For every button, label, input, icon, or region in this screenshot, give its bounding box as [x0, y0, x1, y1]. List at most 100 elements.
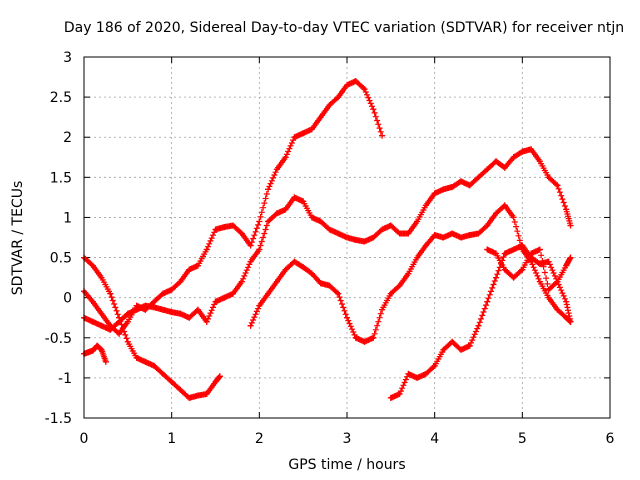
- data-point: [536, 278, 543, 285]
- data-point: [352, 78, 359, 85]
- data-point: [449, 183, 456, 190]
- data-point: [344, 82, 350, 89]
- data-point: [528, 146, 535, 153]
- data-point: [107, 290, 114, 297]
- data-point: [282, 266, 289, 273]
- data-point: [493, 274, 500, 281]
- y-tick-label: -1: [58, 371, 72, 387]
- ticks-layer: 0 1 2 3 4 5 6 -1.5 -1 -0.5 0 0.5 1 1.5 2 2.5 3: [45, 50, 615, 447]
- data-point: [216, 373, 223, 380]
- data-point: [484, 246, 491, 253]
- series-layer: [81, 78, 574, 401]
- y-tick-label: 2.5: [50, 90, 72, 106]
- data-point: [98, 310, 105, 317]
- data-point: [422, 202, 429, 209]
- data-point: [212, 378, 219, 385]
- data-point: [396, 230, 403, 237]
- data-point: [151, 304, 158, 311]
- data-point: [124, 338, 131, 345]
- data-point: [344, 234, 350, 241]
- data-point: [379, 226, 386, 233]
- x-tick-label: 3: [343, 431, 352, 447]
- data-point: [457, 346, 464, 353]
- data-point: [536, 246, 543, 253]
- series-track-7: [81, 342, 109, 365]
- series-track-6: [484, 246, 574, 293]
- data-point: [361, 86, 368, 93]
- data-point: [361, 338, 368, 345]
- data-point: [326, 282, 333, 289]
- data-point: [151, 298, 158, 305]
- chart-title: Day 186 of 2020, Sidereal Day-to-day VTE…: [64, 20, 624, 36]
- data-point: [379, 306, 386, 313]
- data-point: [256, 218, 263, 225]
- data-point: [466, 232, 473, 239]
- data-point: [422, 370, 429, 377]
- data-point: [335, 94, 342, 101]
- data-point: [563, 314, 570, 321]
- data-point: [563, 298, 570, 305]
- data-point: [519, 242, 526, 249]
- data-point: [308, 126, 315, 133]
- data-point: [247, 242, 254, 249]
- data-point: [265, 218, 272, 225]
- data-point: [326, 102, 333, 109]
- data-point: [414, 374, 421, 381]
- data-point: [230, 222, 237, 229]
- data-point: [370, 334, 377, 341]
- data-point: [405, 270, 412, 277]
- data-point: [317, 280, 324, 287]
- series-track-5: [387, 242, 574, 401]
- data-point: [273, 166, 280, 173]
- data-point: [510, 246, 517, 253]
- data-point: [431, 190, 438, 197]
- data-point: [116, 318, 123, 325]
- x-tick-label: 4: [430, 431, 439, 447]
- data-point: [89, 298, 96, 305]
- data-point: [230, 290, 237, 297]
- data-point: [85, 349, 92, 356]
- data-point: [124, 318, 131, 325]
- data-point: [89, 262, 96, 269]
- x-tick-label: 2: [255, 431, 264, 447]
- data-point: [449, 230, 456, 237]
- data-point: [370, 106, 377, 113]
- y-tick-label: -1.5: [45, 411, 72, 427]
- data-point: [116, 330, 123, 337]
- data-point: [352, 236, 359, 243]
- series-markers: [81, 146, 574, 333]
- data-point: [519, 266, 526, 273]
- data-point: [396, 390, 403, 397]
- x-tick-label: 6: [606, 431, 615, 447]
- data-point: [344, 314, 350, 321]
- y-axis-title: SDTVAR / TECUs: [10, 181, 26, 296]
- data-point: [484, 298, 491, 305]
- data-point: [142, 302, 149, 309]
- data-point: [98, 346, 105, 353]
- data-point: [203, 390, 210, 397]
- data-point: [317, 114, 324, 121]
- data-point: [563, 262, 570, 269]
- data-point: [352, 334, 359, 341]
- data-point: [291, 194, 298, 201]
- data-point: [142, 358, 149, 365]
- data-point: [545, 286, 552, 293]
- data-point: [567, 222, 574, 229]
- data-point: [422, 242, 429, 249]
- data-point: [168, 309, 175, 316]
- y-tick-label: 1: [63, 210, 72, 226]
- data-point: [98, 274, 105, 281]
- data-point: [370, 234, 377, 241]
- data-point: [545, 294, 552, 301]
- data-point: [493, 250, 500, 257]
- data-point: [431, 232, 438, 239]
- data-point: [247, 258, 254, 265]
- data-point: [133, 354, 140, 361]
- data-point: [212, 298, 219, 305]
- data-point: [124, 310, 131, 317]
- data-point: [317, 218, 324, 225]
- data-point: [203, 318, 210, 325]
- data-point: [387, 290, 394, 297]
- y-tick-label: 3: [63, 50, 72, 66]
- data-point: [212, 226, 219, 233]
